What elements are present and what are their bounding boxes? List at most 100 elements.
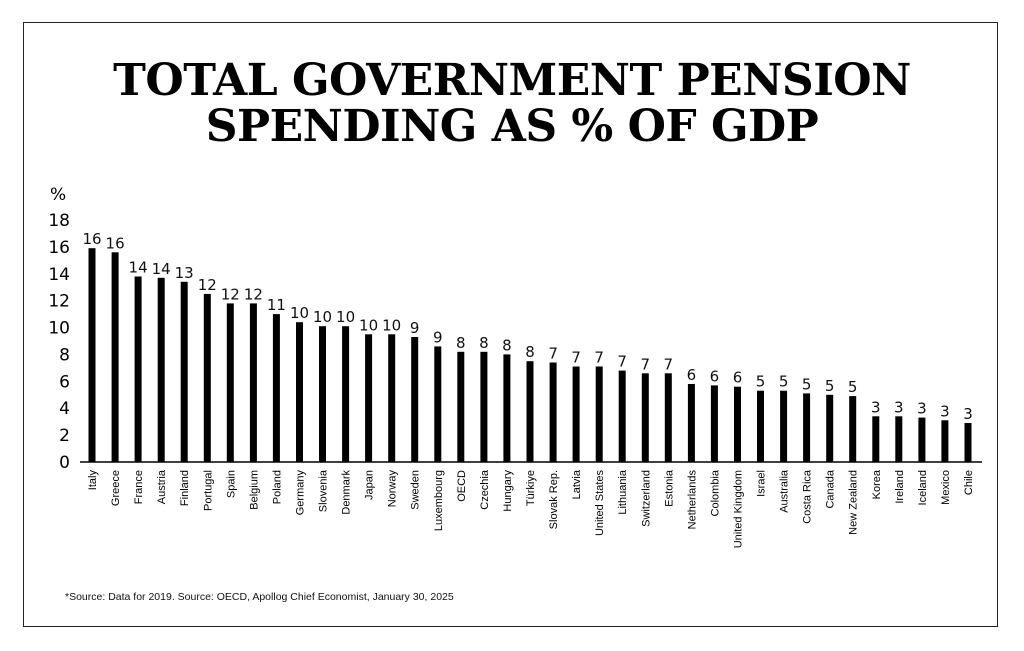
x-tick-label-oecd: OECD xyxy=(456,470,468,502)
data-label-colombia: 6 xyxy=(710,367,720,385)
data-label-hungary: 8 xyxy=(502,336,512,354)
bar-new-zealand xyxy=(849,396,857,462)
source-note: *Source: Data for 2019. Source: OECD, Ap… xyxy=(65,591,454,603)
bar-canada xyxy=(826,394,834,462)
x-tick-label-portugal: Portugal xyxy=(202,470,214,511)
bar-austria xyxy=(157,277,165,462)
data-label-korea: 3 xyxy=(871,398,881,416)
data-label-portugal: 12 xyxy=(198,276,217,294)
bars-group xyxy=(88,248,972,462)
data-label-oecd: 8 xyxy=(456,334,466,352)
x-tick-label-poland: Poland xyxy=(271,470,283,504)
bar-denmark xyxy=(342,326,350,462)
bar-iceland xyxy=(918,417,926,462)
x-tick-label-hungary: Hungary xyxy=(502,470,514,512)
bar-united-states xyxy=(595,366,603,462)
bar-israel xyxy=(757,390,764,462)
x-tick-label-mexico: Mexico xyxy=(940,470,952,505)
x-tick-label-israel: Israel xyxy=(756,470,768,497)
data-label-ireland: 3 xyxy=(894,398,904,416)
y-axis-label: % xyxy=(50,185,67,205)
bar-switzerland xyxy=(641,373,649,462)
x-tick-label-colombia: Colombia xyxy=(709,469,721,516)
x-tick-label-estonia: Estonia xyxy=(663,469,675,507)
data-label-france: 14 xyxy=(129,259,148,277)
bar-netherlands xyxy=(687,384,695,462)
data-label-denmark: 10 xyxy=(336,308,355,326)
data-label-japan: 10 xyxy=(359,316,378,334)
data-label-finland: 13 xyxy=(175,264,194,282)
x-tick-label-chile: Chile xyxy=(963,470,975,495)
x-tick-label-ireland: Ireland xyxy=(894,470,906,504)
data-label-italy: 16 xyxy=(82,230,101,248)
bar-latvia xyxy=(572,366,580,462)
x-tick-label-japan: Japan xyxy=(364,470,376,500)
data-label-luxembourg: 9 xyxy=(433,328,443,346)
data-label-switzerland: 7 xyxy=(641,355,651,373)
chart-title-line-1: TOTAL GOVERNMENT PENSION xyxy=(113,55,911,106)
bar-greece xyxy=(111,252,119,462)
x-tick-label-greece: Greece xyxy=(110,470,122,506)
data-label-belgium: 12 xyxy=(244,285,263,303)
bar-spain xyxy=(226,303,234,462)
data-label-czechia: 8 xyxy=(479,334,489,352)
data-label-slovenia: 10 xyxy=(313,308,332,326)
bar-japan xyxy=(365,334,373,462)
y-tick-label-14: 14 xyxy=(48,265,70,285)
x-tick-label-slovak-rep: Slovak Rep. xyxy=(548,470,560,529)
data-label-united-states: 7 xyxy=(594,349,604,367)
data-label-israel: 5 xyxy=(756,373,766,391)
data-label-estonia: 7 xyxy=(664,355,674,373)
data-label-austria: 14 xyxy=(152,260,171,278)
bar-belgium xyxy=(249,303,257,462)
x-tick-label-latvia: Latvia xyxy=(571,469,583,499)
x-tick-label-czechia: Czechia xyxy=(479,469,491,510)
x-tick-label-korea: Korea xyxy=(871,469,883,499)
data-label-united-kingdom: 6 xyxy=(733,369,743,387)
bar-australia xyxy=(780,390,788,462)
x-tick-label-france: France xyxy=(133,470,145,504)
y-tick-label-6: 6 xyxy=(59,372,70,392)
data-label-norway: 10 xyxy=(382,316,401,334)
bar-colombia xyxy=(710,385,718,462)
bar-mexico xyxy=(941,420,949,462)
x-tick-label-united-kingdom: United Kingdom xyxy=(733,470,745,548)
data-label-australia: 5 xyxy=(779,373,789,391)
data-label-canada: 5 xyxy=(825,377,835,395)
bar-ireland xyxy=(895,416,903,462)
x-tick-label-norway: Norway xyxy=(387,470,399,508)
x-axis-labels: Italy Greece France Austria Finland Portugal S… xyxy=(87,469,975,548)
bar-costa-rica xyxy=(803,393,811,462)
bar-korea xyxy=(872,416,880,462)
data-label-lithuania: 7 xyxy=(617,353,627,371)
bar-t-rkiye xyxy=(526,361,534,462)
bar-france xyxy=(134,276,142,462)
x-tick-label-lithuania: Lithuania xyxy=(617,469,629,515)
y-tick-label-16: 16 xyxy=(48,238,70,258)
bar-norway xyxy=(388,334,396,462)
data-label-netherlands: 6 xyxy=(687,366,697,384)
y-tick-label-4: 4 xyxy=(59,399,70,419)
x-tick-label-denmark: Denmark xyxy=(341,470,353,515)
chart-title-line-2: SPENDING AS % OF GDP xyxy=(205,101,819,152)
data-label-new-zealand: 5 xyxy=(848,378,858,396)
y-tick-label-12: 12 xyxy=(48,292,70,312)
y-tick-label-8: 8 xyxy=(59,345,70,365)
y-tick-label-2: 2 xyxy=(59,426,70,446)
x-tick-label-sweden: Sweden xyxy=(410,470,422,510)
x-tick-label-t-rkiye: Türkiye xyxy=(525,470,537,506)
bar-hungary xyxy=(503,354,511,462)
data-label-costa-rica: 5 xyxy=(802,375,812,393)
bar-slovak-rep xyxy=(549,362,557,462)
x-tick-label-canada: Canada xyxy=(825,469,837,508)
bar-germany xyxy=(296,322,303,462)
y-tick-label-0: 0 xyxy=(59,453,70,473)
bar-sweden xyxy=(411,337,419,462)
x-tick-label-luxembourg: Luxembourg xyxy=(433,470,445,531)
chart-title: TOTAL GOVERNMENT PENSION SPENDING AS % O… xyxy=(0,58,1024,150)
x-tick-label-belgium: Belgium xyxy=(248,470,260,510)
x-tick-label-iceland: Iceland xyxy=(917,470,929,505)
x-tick-label-united-states: United States xyxy=(594,470,606,537)
data-label-poland: 11 xyxy=(267,296,286,314)
